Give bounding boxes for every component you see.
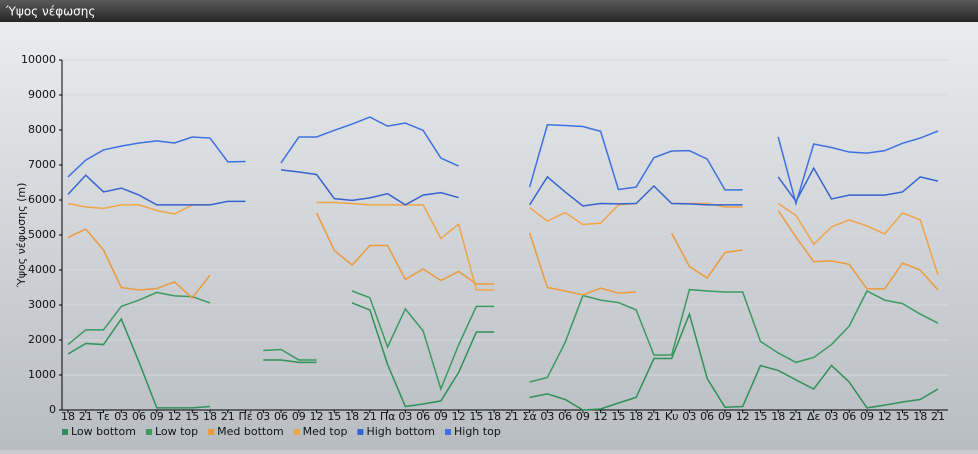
x-tick-label: 09 (292, 410, 306, 423)
legend-swatch (357, 429, 364, 435)
x-tick-label: 15 (611, 410, 625, 423)
y-tick-label: 8000 (28, 123, 56, 136)
y-tick-label: 6000 (28, 193, 56, 206)
x-tick-label: 18 (203, 410, 217, 423)
x-tick-label: Δε (807, 410, 821, 423)
series-line (67, 302, 939, 411)
x-tick-label: 03 (114, 410, 128, 423)
legend-label: High bottom (366, 425, 435, 438)
window-title: Ύψος νέφωσης (5, 5, 95, 19)
x-tick-label: 06 (842, 410, 856, 423)
x-tick-label: 21 (221, 410, 235, 423)
x-tick-label: 21 (647, 410, 661, 423)
x-tick-label: 09 (860, 410, 874, 423)
x-tick-label: 06 (274, 410, 288, 423)
x-tick-label: 12 (878, 410, 892, 423)
legend-label: Med top (303, 425, 348, 438)
x-tick-label: 15 (327, 410, 341, 423)
legend-swatch (293, 429, 300, 435)
x-tick-label: 06 (700, 410, 714, 423)
y-tick-label: 7000 (28, 158, 56, 171)
legend-swatch (445, 429, 451, 435)
x-tick-label: 15 (753, 410, 767, 423)
x-tick-label: 06 (132, 410, 146, 423)
x-tick-label: 21 (79, 410, 93, 423)
x-tick-label: 15 (185, 410, 199, 423)
x-tick-label: 18 (345, 410, 359, 423)
y-tick-label: 5000 (28, 228, 56, 241)
x-tick-label: 12 (452, 410, 466, 423)
y-tick-label: 2000 (28, 333, 56, 346)
x-tick-label: 18 (487, 410, 501, 423)
y-tick-label: 3000 (28, 298, 56, 311)
x-tick-label: 03 (540, 410, 554, 423)
x-tick-label: 03 (824, 410, 838, 423)
legend-label: Low top (155, 425, 198, 438)
x-tick-label: 21 (789, 410, 803, 423)
x-tick-label: 12 (736, 410, 750, 423)
x-tick-label: 18 (629, 410, 643, 423)
x-tick-label: 21 (363, 410, 377, 423)
x-tick-label: 15 (895, 410, 909, 423)
series-line (67, 116, 939, 207)
series-line (67, 210, 939, 300)
x-tick-label: 09 (718, 410, 732, 423)
x-tick-label: 15 (469, 410, 483, 423)
x-tick-label: 03 (256, 410, 270, 423)
x-tick-label: 21 (931, 410, 945, 423)
x-tick-label: 12 (168, 410, 182, 423)
x-tick-label: 18 (913, 410, 927, 423)
header-bar (0, 0, 978, 22)
x-tick-label: 03 (682, 410, 696, 423)
x-tick-label: 09 (150, 410, 164, 423)
x-tick-label: 12 (310, 410, 324, 423)
legend-label: Med bottom (217, 425, 284, 438)
y-axis-label: Ύψος νέφωσης (m) (15, 183, 28, 289)
x-tick-label: 21 (505, 410, 519, 423)
y-tick-label: 9000 (28, 88, 56, 101)
x-tick-label: Κυ (665, 410, 679, 423)
x-tick-label: 06 (558, 410, 572, 423)
legend-swatch (208, 429, 215, 435)
series-line (67, 288, 939, 392)
x-tick-label: 18 (771, 410, 785, 423)
series-line (67, 166, 939, 207)
x-tick-label: 12 (594, 410, 608, 423)
x-tick-label: Σά (523, 410, 537, 423)
y-tick-label: 0 (49, 403, 56, 416)
y-tick-label: 4000 (28, 263, 56, 276)
x-tick-label: 06 (416, 410, 430, 423)
legend-swatch (62, 429, 68, 435)
y-tick-label: 10000 (21, 53, 56, 66)
x-tick-label: Πα (380, 410, 396, 423)
x-tick-label: Πέ (238, 410, 252, 423)
legend-swatch (145, 429, 152, 435)
x-tick-label: 03 (398, 410, 412, 423)
x-tick-label: 09 (576, 410, 590, 423)
x-tick-label: Τε (96, 410, 110, 423)
legend-label: High top (454, 425, 501, 438)
x-tick-label: 18 (61, 410, 75, 423)
y-tick-label: 1000 (28, 368, 56, 381)
x-tick-label: 09 (434, 410, 448, 423)
legend-label: Low bottom (71, 425, 136, 438)
